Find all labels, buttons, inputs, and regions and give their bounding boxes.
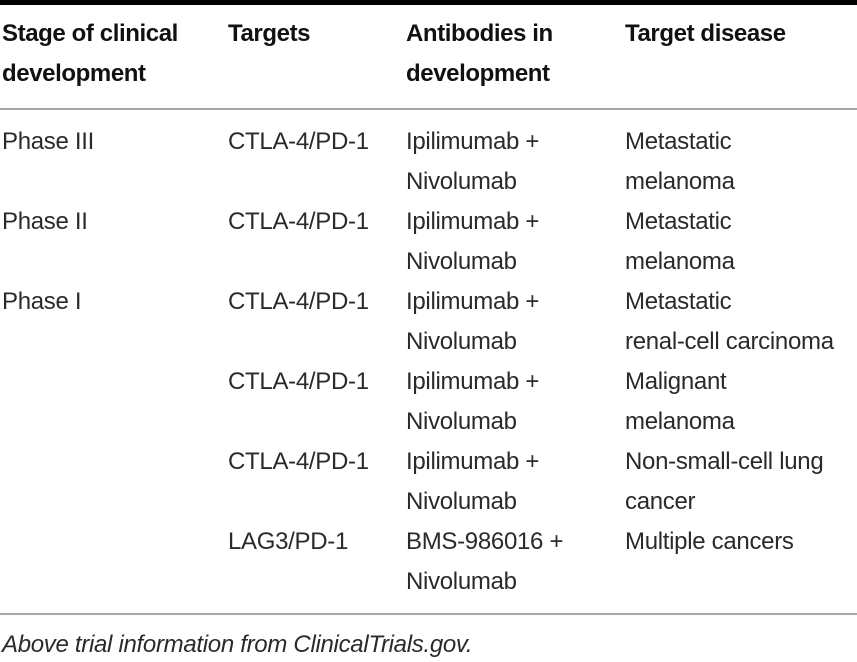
table-row: Phase II CTLA-4/PD-1 Ipilimumab + Nivolu… — [0, 202, 857, 282]
cell-stage: Phase I — [2, 288, 82, 315]
footer-divider-rule — [0, 613, 857, 615]
table-row: Phase I CTLA-4/PD-1 Ipilimumab + Nivolum… — [0, 282, 857, 362]
cell-antibodies: BMS-986016 + Nivolumab — [406, 528, 564, 595]
cell-stage — [2, 442, 228, 522]
cell-stage — [2, 522, 228, 602]
cell-antibodies: Ipilimumab + Nivolumab — [406, 448, 540, 515]
header-divider-rule — [0, 108, 857, 110]
table-row: CTLA-4/PD-1 Ipilimumab + Nivolumab Malig… — [0, 362, 857, 442]
cell-targets: CTLA-4/PD-1 — [228, 448, 369, 475]
cell-antibodies: Ipilimumab + Nivolumab — [406, 288, 540, 355]
table-body: Phase III CTLA-4/PD-1 Ipilimumab + Nivol… — [0, 122, 857, 602]
cell-antibodies: Ipilimumab + Nivolumab — [406, 208, 540, 275]
cell-targets: CTLA-4/PD-1 — [228, 208, 369, 235]
table-footnote: Above trial information from ClinicalTri… — [2, 631, 473, 658]
cell-stage: Phase III — [2, 128, 95, 155]
table-row: Phase III CTLA-4/PD-1 Ipilimumab + Nivol… — [0, 122, 857, 202]
cell-disease: Metastatic melanoma — [625, 128, 735, 195]
cell-disease: Metastatic melanoma — [625, 208, 735, 275]
table-header-row: Stage of clinical development Targets An… — [0, 14, 857, 94]
cell-targets: CTLA-4/PD-1 — [228, 128, 369, 155]
cell-stage — [2, 362, 228, 442]
cell-disease: Non-small-cell lung cancer — [625, 448, 824, 515]
table-row: CTLA-4/PD-1 Ipilimumab + Nivolumab Non-s… — [0, 442, 857, 522]
column-header-targets: Targets — [228, 20, 311, 47]
column-header-stage: Stage of clinical development — [2, 20, 178, 87]
cell-targets: CTLA-4/PD-1 — [228, 368, 369, 395]
cell-disease: Malignant melanoma — [625, 368, 735, 435]
table-top-rule — [0, 0, 857, 5]
cell-targets: LAG3/PD-1 — [228, 528, 349, 555]
column-header-disease: Target disease — [625, 20, 786, 47]
column-header-antibodies: Antibodies in development — [406, 20, 553, 87]
table-row: LAG3/PD-1 BMS-986016 + Nivolumab Multipl… — [0, 522, 857, 602]
cell-antibodies: Ipilimumab + Nivolumab — [406, 368, 540, 435]
cell-disease: Metastatic renal-cell carcinoma — [625, 288, 834, 355]
cell-stage: Phase II — [2, 208, 88, 235]
cell-disease: Multiple cancers — [625, 528, 794, 555]
cell-targets: CTLA-4/PD-1 — [228, 288, 369, 315]
cell-antibodies: Ipilimumab + Nivolumab — [406, 128, 540, 195]
